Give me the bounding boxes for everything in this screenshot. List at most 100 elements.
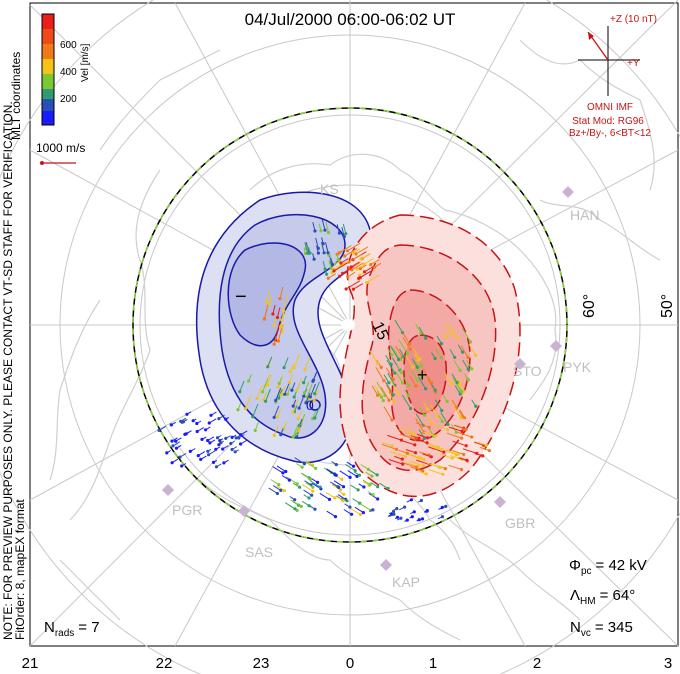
velocity-vector: [416, 367, 423, 378]
vector-origin: [343, 254, 347, 258]
mlt-label-21: 21: [22, 655, 39, 672]
vector-origin: [239, 442, 243, 446]
vector-origin: [345, 499, 349, 503]
vector-origin: [311, 379, 315, 383]
velocity-vector: [389, 345, 400, 360]
velocity-vector: [461, 328, 472, 343]
vector-origin: [238, 390, 242, 394]
vector-origin: [426, 407, 430, 411]
vector-origin: [191, 419, 195, 423]
vector-origin: [275, 415, 279, 419]
vector-origin: [195, 429, 199, 434]
velocity-vector: [405, 449, 416, 454]
vector-origin: [458, 382, 462, 386]
vector-origin: [344, 287, 348, 291]
vector-origin: [207, 453, 211, 457]
vector-origin: [454, 430, 458, 434]
velocity-vector: [371, 385, 379, 396]
velocity-vector: [252, 403, 259, 417]
vector-origin: [359, 257, 363, 261]
velocity-vector: [466, 359, 473, 370]
velocity-vector: [396, 372, 404, 384]
velocity-vector: [428, 469, 444, 475]
vector-origin: [287, 478, 291, 482]
vector-origin: [339, 261, 343, 265]
velocity-vector: [290, 499, 302, 507]
vector-origin: [266, 365, 270, 369]
vector-origin: [406, 394, 411, 398]
scale-vector: 1000 m/s: [36, 141, 85, 165]
vector-origin: [376, 393, 380, 397]
velocity-vector: [427, 443, 439, 448]
vector-origin: [272, 433, 276, 438]
velocity-vector: [449, 324, 459, 338]
velocity-vector: [392, 347, 401, 360]
velocity-vector: [398, 339, 408, 354]
velocity-vector: [416, 459, 431, 466]
vector-origin: [465, 458, 469, 462]
vector-origin: [403, 505, 407, 509]
vector-origin: [423, 413, 427, 417]
nrads-stat: Nrads = 7: [44, 619, 100, 639]
velocity-vector: [462, 359, 469, 370]
station-markers: HAN STO PYK PGR SAS KAP GBR KS: [162, 181, 600, 590]
svg-text:KS: KS: [320, 181, 339, 197]
vector-origin: [462, 452, 466, 456]
velocity-vector: [276, 307, 281, 318]
vector-origin: [314, 466, 318, 470]
velocity-vector: [423, 431, 436, 437]
vector-origin: [302, 394, 306, 398]
vector-origin: [292, 366, 296, 370]
svg-text:GBR: GBR: [505, 515, 535, 531]
vector-origin: [297, 406, 301, 410]
vector-origin: [333, 496, 337, 500]
vector-origin: [239, 433, 243, 437]
vector-origin: [332, 269, 336, 273]
vector-origin: [336, 485, 340, 489]
vector-origin: [287, 380, 292, 384]
vector-origin: [279, 393, 284, 397]
velocity-vector: [431, 445, 443, 451]
vector-origin: [392, 512, 396, 516]
vector-origin: [344, 232, 348, 236]
vector-origin: [481, 454, 485, 458]
station-ks: KS: [320, 181, 339, 197]
vector-origin: [355, 474, 359, 478]
vector-origin: [291, 435, 295, 439]
velocity-vector: [333, 480, 344, 488]
vector-origin: [466, 378, 470, 382]
vector-origin: [460, 429, 464, 433]
vector-origin: [174, 439, 178, 443]
vector-origin: [464, 427, 468, 431]
vector-origin: [442, 450, 446, 454]
vector-origin: [291, 411, 295, 415]
vector-origin: [302, 381, 306, 385]
vector-origin: [399, 516, 403, 520]
vector-origin: [392, 400, 396, 404]
vector-origin: [414, 384, 418, 388]
vector-origin: [439, 356, 443, 360]
vector-origin: [337, 231, 341, 235]
velocity-vector: [474, 441, 484, 446]
velocity-vector: [281, 385, 286, 396]
vector-origin: [311, 485, 315, 489]
colorbar-tick-200: 200: [60, 94, 77, 105]
vector-origin: [183, 432, 187, 436]
vector-origin: [327, 497, 332, 501]
vector-origin: [362, 262, 366, 266]
velocity-vector: [418, 326, 427, 339]
vector-origin: [386, 486, 390, 491]
vector-origin: [389, 390, 393, 394]
velocity-vector: [462, 448, 478, 454]
vector-origin: [174, 446, 179, 450]
velocity-vector: [452, 440, 467, 447]
vector-origin: [370, 474, 374, 478]
vector-origin: [409, 406, 413, 411]
vector-origin: [283, 392, 287, 396]
vector-origin: [407, 383, 411, 388]
vector-origin: [302, 391, 307, 395]
vector-origin: [443, 467, 448, 471]
vector-origin: [204, 428, 208, 432]
vector-origin: [450, 332, 454, 336]
vector-origin: [319, 229, 323, 233]
